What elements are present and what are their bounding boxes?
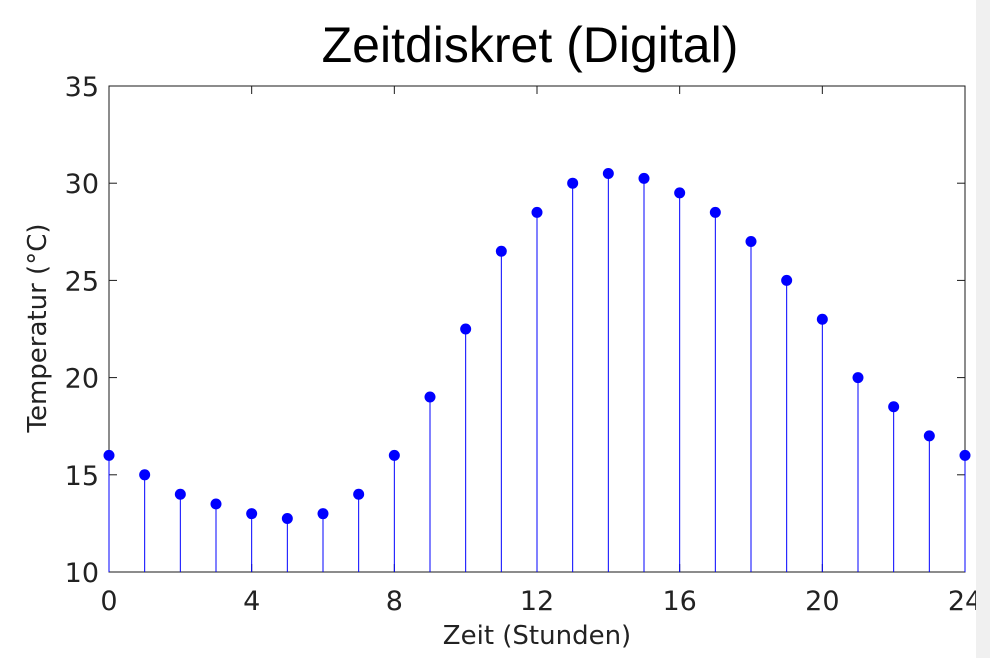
y-tick-label: 25 bbox=[65, 266, 99, 297]
y-axis-label: Temperatur (°C) bbox=[23, 224, 53, 434]
x-tick-label: 12 bbox=[520, 586, 554, 617]
y-tick-label: 10 bbox=[65, 558, 99, 589]
data-point bbox=[674, 187, 686, 199]
y-tick-label: 35 bbox=[65, 72, 99, 103]
data-point bbox=[353, 488, 365, 500]
data-point bbox=[174, 488, 186, 500]
data-point bbox=[602, 167, 614, 179]
data-point bbox=[567, 177, 579, 189]
x-tick-label: 24 bbox=[948, 586, 976, 617]
x-tick-label: 0 bbox=[100, 586, 117, 617]
data-point bbox=[852, 372, 864, 384]
data-point bbox=[388, 449, 400, 461]
data-point bbox=[281, 513, 293, 525]
data-point bbox=[103, 449, 115, 461]
x-tick-label: 16 bbox=[662, 586, 696, 617]
x-tick-label: 4 bbox=[243, 586, 260, 617]
data-point bbox=[210, 498, 222, 510]
x-tick-label: 20 bbox=[805, 586, 839, 617]
y-tick-label: 30 bbox=[65, 169, 99, 200]
x-tick-label: 8 bbox=[386, 586, 403, 617]
data-point bbox=[246, 508, 258, 520]
y-tick-label: 20 bbox=[65, 364, 99, 395]
y-tick-label: 15 bbox=[65, 461, 99, 492]
chart-title: Zeitdiskret (Digital) bbox=[322, 17, 739, 73]
data-point bbox=[424, 391, 436, 403]
data-point bbox=[495, 245, 507, 257]
data-point bbox=[959, 449, 971, 461]
stem-series bbox=[103, 167, 971, 572]
window-edge bbox=[976, 0, 990, 658]
data-point bbox=[638, 172, 650, 184]
data-point bbox=[709, 206, 721, 218]
data-point bbox=[816, 313, 828, 325]
x-axis-label: Zeit (Stunden) bbox=[443, 621, 631, 651]
data-point bbox=[745, 236, 757, 248]
data-point bbox=[888, 401, 900, 413]
data-point bbox=[923, 430, 935, 442]
data-point bbox=[781, 274, 793, 286]
data-point bbox=[317, 508, 329, 520]
data-point bbox=[531, 206, 543, 218]
data-point bbox=[460, 323, 472, 335]
data-point bbox=[139, 469, 151, 481]
axis-ticks: 0 4 8 12 16 20 24 10 15 20 25 30 35 bbox=[65, 72, 976, 617]
